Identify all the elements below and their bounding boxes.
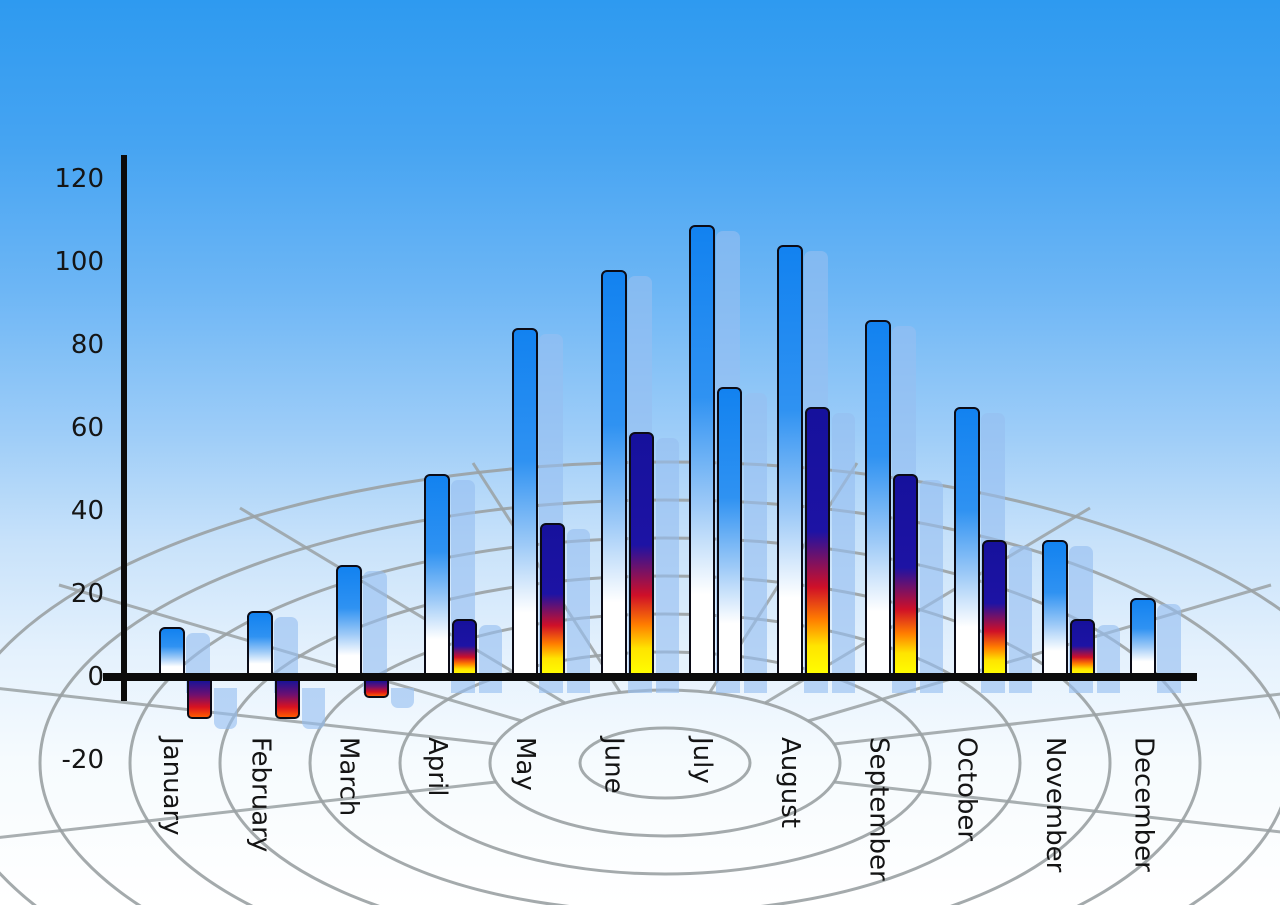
bar-primary-may [512,328,539,677]
bar-secondary-july [716,386,742,677]
x-axis-label-december: December [1128,737,1159,872]
x-axis-label-july: July [686,737,717,784]
bar-primary-july [688,224,715,677]
y-tick-label: 120 [54,164,104,194]
bar-primary-april [423,473,450,677]
y-tick-label: 20 [70,579,104,609]
y-tick-label: 0 [87,662,104,692]
bar-primary-february [247,610,274,677]
x-axis-label-february: February [245,737,276,853]
y-tick-label: 60 [70,413,104,443]
bar-secondary-april [451,618,477,677]
x-axis-label-january: January [157,737,187,836]
x-axis-label-june: June [598,737,629,794]
x-axis-line [103,673,1197,681]
bar-secondary-september-shadow [920,479,944,693]
x-axis-label-september: September [863,737,894,881]
x-axis-label-november: November [1040,737,1070,873]
bar-primary-june [600,270,627,677]
y-tick-label: 40 [70,496,104,526]
bar-secondary-july-shadow [743,392,767,693]
bar-secondary-october-shadow [1008,546,1032,693]
bar-secondary-june-shadow [655,438,679,693]
bar-secondary-january-shadow [214,688,237,729]
bar-primary-august [777,245,804,677]
bar-secondary-november [1070,618,1095,677]
bar-primary-december [1130,598,1157,677]
bar-secondary-march-shadow [390,688,414,708]
x-axis-label-october: October [951,737,982,842]
bar-secondary-february-shadow [302,688,326,729]
bar-primary-september [865,320,892,677]
bar-secondary-march [363,681,389,698]
bar-primary-march-shadow [362,570,387,693]
y-tick-label: 80 [70,330,104,360]
bar-primary-october [953,407,980,677]
bar-secondary-august [805,407,831,677]
bar-primary-march [335,564,362,677]
bar-primary-january [159,627,185,677]
bar-secondary-may [540,523,566,677]
y-axis-line [121,155,127,701]
x-axis-label-april: April [421,737,452,797]
bar-secondary-november-shadow [1097,624,1120,693]
y-tick-label: 100 [54,247,104,277]
x-axis-label-march: March [333,737,364,817]
bar-secondary-september [893,473,919,677]
bar-secondary-june [628,432,654,677]
x-axis-label-august: August [775,737,806,828]
x-axis-label-may: May [510,737,541,791]
bar-secondary-april-shadow [478,624,502,693]
bar-primary-november [1042,540,1068,677]
bar-secondary-october [981,540,1007,677]
bar-secondary-february [275,681,301,719]
bar-secondary-august-shadow [832,413,856,693]
bar-secondary-may-shadow [567,529,591,693]
y-tick-label: -20 [61,745,104,775]
bar-secondary-january [187,681,212,719]
